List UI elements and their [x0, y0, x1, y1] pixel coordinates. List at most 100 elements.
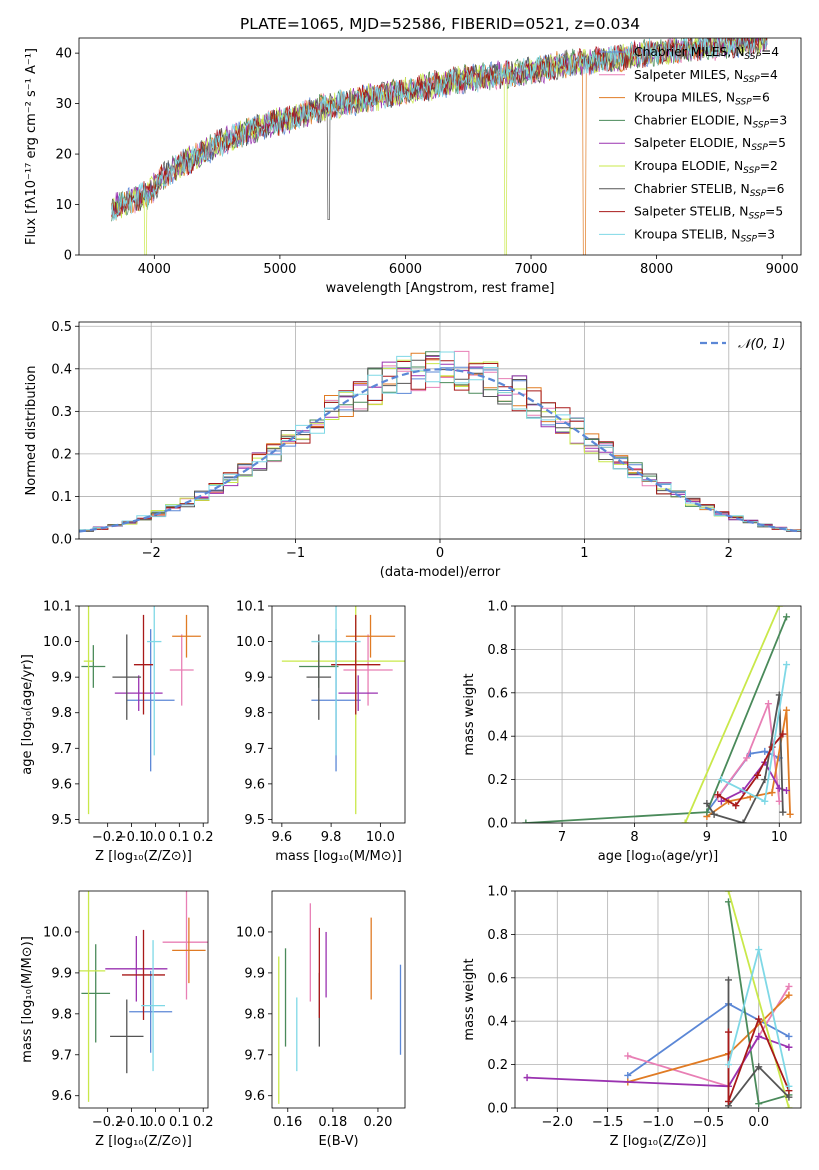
data-point-marker [681, 819, 689, 823]
massweight-vs-age-axes: 7 8 9 10 0.0 0.2 0.4 0.6 0.8 1.0 age [log₁₀(age/yr… [462, 600, 801, 864]
x-tick-label: 9 [703, 830, 711, 845]
y-tick-label: 10 [55, 198, 72, 213]
y-tick-label: 9.5 [51, 813, 72, 828]
legend-label: Chabrier ELODIE, NSSP=3 [634, 113, 787, 130]
x-tick-label: 9000 [766, 262, 799, 277]
data-point-marker [775, 606, 783, 610]
histogram-steps [79, 351, 801, 531]
y-tick-label: 9.7 [244, 742, 265, 757]
legend-label: Salpeter ELODIE, NSSP=5 [634, 136, 786, 153]
y-tick-label: 0.4 [51, 362, 72, 377]
data-point-marker [785, 1032, 793, 1040]
data-point-marker [785, 1093, 793, 1101]
legend-label: Chabrier MILES, NSSP=4 [634, 45, 779, 62]
mass-weight-line [727, 891, 790, 1108]
legend-label: Kroupa MILES, NSSP=6 [634, 91, 770, 108]
legend-label: Kroupa ELODIE, NSSP=2 [634, 159, 778, 176]
x-tick-label: −0.2 [92, 830, 124, 845]
data-point-marker [785, 982, 793, 990]
y-tick-label: 10.1 [236, 600, 265, 615]
x-tick-label: 0.0 [145, 1115, 166, 1130]
y-tick-label: 0.4 [487, 730, 508, 745]
data-point-marker [785, 1082, 793, 1090]
data-point-marker [743, 754, 751, 762]
x-tick-label: 7 [558, 830, 566, 845]
data-point-marker [768, 789, 776, 797]
mass-vs-Z-plot-area [79, 891, 208, 1102]
data-point-marker [761, 797, 769, 805]
data-point-marker [786, 810, 794, 818]
x-tick-label: 0.1 [169, 1115, 190, 1130]
x-tick-label: 5000 [263, 262, 296, 277]
x-tick-label: 10.0 [366, 830, 395, 845]
normal-curve [79, 368, 801, 533]
data-point-marker [724, 1097, 732, 1105]
data-point-marker [717, 797, 725, 805]
massweight-vs-Z-axes: −2.0 −1.5 −1.0 −0.5 0.0 0.0 0.2 0.4 0.6 0.8 1.0 Z [… [462, 885, 801, 1149]
spectrum-axes: 4000 5000 6000 7000 8000 9000 0 10 20 30 40 wavelen… [24, 47, 799, 296]
x-tick-label: 0.18 [318, 1115, 347, 1130]
y-tick-label: 9.8 [244, 1007, 265, 1022]
data-point-marker [785, 1043, 793, 1051]
y-tick-label: 9.6 [244, 1089, 265, 1104]
data-point-marker [703, 808, 711, 816]
mass-vs-EBV-frame [271, 890, 406, 1109]
chart-title: PLATE=1065, MJD=52586, FIBERID=0521, z=0… [240, 15, 640, 33]
y-tick-label: 9.6 [51, 1089, 72, 1104]
x-tick-label: 0.16 [273, 1115, 302, 1130]
y-tick-label: 0.8 [487, 928, 508, 943]
y-tick-label: 0.8 [487, 643, 508, 658]
x-tick-label: −2.0 [542, 1115, 574, 1130]
x-tick-label: −1.0 [642, 1115, 674, 1130]
data-point-marker [761, 776, 769, 784]
data-point-marker [783, 786, 791, 794]
residuals-axes: −2 −1 0 1 2 0.0 0.1 0.2 0.3 0.4 0.5 (data-model)/er… [24, 320, 801, 580]
y-tick-label: 0.2 [487, 773, 508, 788]
y-tick-label: 9.6 [244, 777, 265, 792]
mass-vs-EBV-plot-area [278, 903, 402, 1104]
data-point-marker [785, 1104, 793, 1108]
x-axis-label: (data-model)/error [380, 565, 501, 580]
x-tick-label: 0.0 [145, 830, 166, 845]
y-tick-label: 9.7 [51, 1048, 72, 1063]
x-tick-label: 0.2 [193, 1115, 214, 1130]
data-point-marker [755, 946, 763, 954]
spectrum-line [111, 38, 765, 221]
y-tick-label: 10.1 [43, 600, 72, 615]
data-point-marker [768, 743, 776, 751]
x-tick-label: 8000 [640, 262, 673, 277]
legend-label: Chabrier STELIB, NSSP=6 [634, 182, 785, 199]
y-tick-label: 20 [55, 148, 72, 163]
spectrum-legend: Chabrier MILES, NSSP=4 Salpeter MILES, NS… [599, 45, 787, 244]
y-tick-label: 9.9 [51, 671, 72, 686]
y-tick-label: 40 [55, 47, 72, 62]
y-tick-label: 10.0 [43, 925, 72, 940]
x-tick-label: −1.5 [592, 1115, 624, 1130]
y-tick-label: 0.4 [487, 1015, 508, 1030]
x-tick-label: −0.1 [116, 1115, 148, 1130]
x-tick-label: 1 [580, 546, 588, 561]
data-point-marker [724, 976, 732, 984]
legend-label: Salpeter STELIB, NSSP=5 [634, 205, 783, 222]
y-tick-label: 0.6 [487, 686, 508, 701]
y-tick-label: 10.0 [236, 925, 265, 940]
data-point-marker [523, 1074, 531, 1082]
y-tick-label: 1.0 [487, 600, 508, 615]
data-point-marker [783, 613, 791, 621]
y-tick-label: 10.0 [43, 635, 72, 650]
legend-label: Kroupa STELIB, NSSP=3 [634, 227, 775, 244]
x-axis-label: wavelength [Angstrom, rest frame] [326, 281, 555, 296]
x-tick-label: 8 [630, 830, 638, 845]
y-tick-label: 9.9 [51, 966, 72, 981]
age-vs-Z-plot-area [81, 606, 201, 815]
y-tick-label: 30 [55, 97, 72, 112]
residuals-plot-area [79, 350, 801, 533]
residuals-frame [78, 321, 802, 540]
data-point-marker [785, 991, 793, 999]
y-tick-label: 0.2 [487, 1058, 508, 1073]
y-tick-label: 0.0 [487, 1102, 508, 1117]
x-tick-label: −0.1 [116, 830, 148, 845]
data-point-marker [775, 797, 783, 805]
data-point-marker [624, 1052, 632, 1060]
